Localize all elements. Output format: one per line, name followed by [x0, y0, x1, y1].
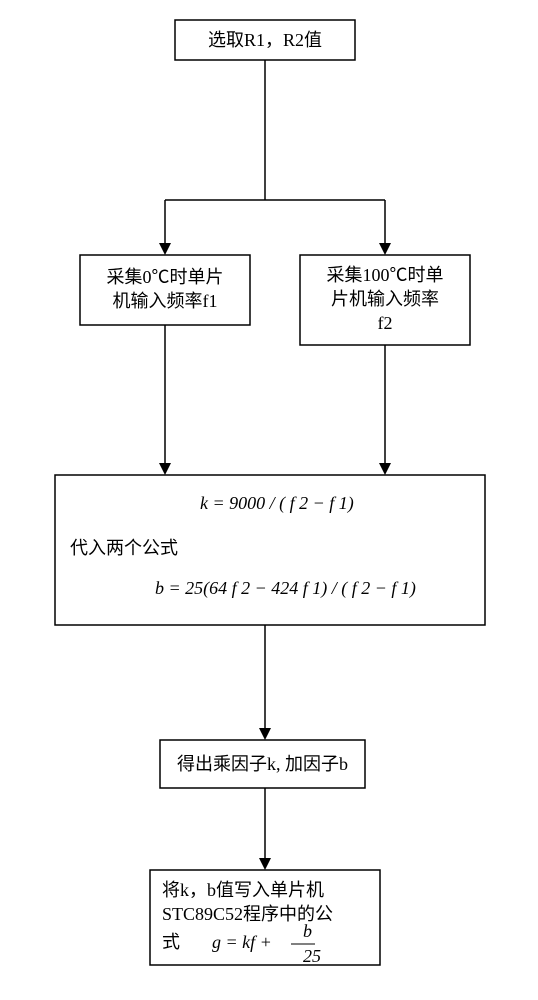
svg-text:采集100℃时单: 采集100℃时单	[327, 265, 444, 285]
node-sample-0c	[80, 255, 250, 325]
svg-text:片机输入频率: 片机输入频率	[331, 289, 439, 309]
svg-text:k = 9000 / ( f 2 − f 1): k = 9000 / ( f 2 − f 1)	[200, 493, 354, 514]
svg-text:将k，b值写入单片机: 将k，b值写入单片机	[162, 880, 324, 900]
svg-text:b = 25(64 f 2 − 424 f 1) / ( f: b = 25(64 f 2 − 424 f 1) / ( f 2 − f 1)	[155, 578, 416, 599]
svg-text:选取R1，R2值: 选取R1，R2值	[208, 30, 322, 50]
svg-text:g = kf +: g = kf +	[212, 932, 272, 952]
svg-text:f2: f2	[378, 313, 393, 333]
svg-text:得出乘因子k, 加因子b: 得出乘因子k, 加因子b	[177, 754, 348, 774]
svg-text:式: 式	[162, 932, 180, 952]
svg-text:25: 25	[303, 946, 321, 966]
svg-text:b: b	[303, 921, 312, 941]
svg-text:采集0℃时单片: 采集0℃时单片	[107, 267, 224, 287]
svg-text:机输入频率f1: 机输入频率f1	[113, 291, 218, 311]
svg-text:代入两个公式: 代入两个公式	[70, 538, 178, 558]
